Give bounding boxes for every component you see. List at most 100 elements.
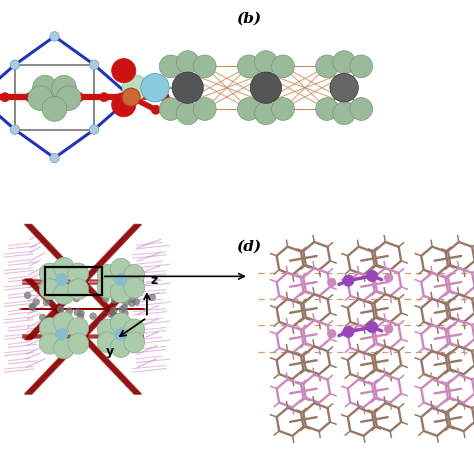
Circle shape	[10, 60, 19, 70]
Circle shape	[122, 88, 140, 106]
Circle shape	[100, 93, 109, 102]
Circle shape	[55, 328, 68, 340]
Circle shape	[124, 277, 145, 298]
Circle shape	[0, 93, 9, 102]
Circle shape	[29, 303, 36, 310]
Circle shape	[90, 60, 99, 70]
Circle shape	[42, 97, 67, 121]
Circle shape	[111, 297, 118, 303]
Circle shape	[160, 93, 169, 102]
Circle shape	[75, 93, 84, 102]
Circle shape	[118, 306, 125, 313]
Circle shape	[151, 105, 160, 114]
Circle shape	[124, 319, 145, 340]
Circle shape	[366, 321, 378, 333]
Text: z: z	[151, 274, 158, 287]
Circle shape	[33, 299, 39, 305]
Circle shape	[151, 80, 160, 89]
Circle shape	[39, 279, 60, 300]
Circle shape	[328, 278, 336, 287]
Circle shape	[54, 312, 74, 333]
Circle shape	[250, 72, 282, 103]
Circle shape	[33, 75, 57, 100]
Circle shape	[39, 263, 60, 284]
Circle shape	[350, 55, 373, 78]
Circle shape	[328, 329, 336, 338]
Circle shape	[193, 98, 216, 120]
Circle shape	[97, 332, 118, 353]
Circle shape	[176, 102, 199, 125]
Circle shape	[54, 257, 74, 278]
Circle shape	[123, 299, 129, 306]
Circle shape	[159, 55, 182, 78]
Circle shape	[121, 304, 128, 311]
Circle shape	[68, 318, 89, 338]
Circle shape	[77, 313, 84, 320]
Circle shape	[90, 313, 96, 319]
Circle shape	[90, 125, 99, 134]
Text: (d): (d)	[236, 239, 262, 254]
Circle shape	[28, 86, 53, 110]
Circle shape	[68, 279, 89, 300]
Circle shape	[330, 73, 358, 102]
Circle shape	[384, 325, 393, 333]
Circle shape	[117, 292, 123, 299]
Circle shape	[272, 98, 294, 120]
Circle shape	[111, 59, 136, 83]
Circle shape	[108, 311, 115, 318]
Circle shape	[122, 310, 128, 317]
Text: y: y	[106, 345, 114, 357]
Circle shape	[10, 125, 19, 134]
Circle shape	[316, 98, 338, 120]
Circle shape	[50, 32, 59, 41]
Circle shape	[115, 328, 127, 340]
Circle shape	[350, 98, 373, 120]
Circle shape	[54, 338, 74, 359]
Circle shape	[68, 333, 89, 354]
Circle shape	[73, 295, 80, 302]
Circle shape	[272, 55, 294, 78]
Circle shape	[57, 306, 64, 312]
Circle shape	[384, 273, 393, 282]
Circle shape	[111, 93, 136, 117]
Circle shape	[119, 296, 126, 303]
Circle shape	[64, 293, 70, 300]
Circle shape	[110, 307, 117, 314]
Circle shape	[255, 51, 277, 73]
Circle shape	[97, 264, 118, 285]
Circle shape	[78, 310, 84, 317]
Circle shape	[110, 337, 131, 357]
Circle shape	[124, 332, 145, 353]
Circle shape	[97, 319, 118, 340]
Circle shape	[97, 277, 118, 298]
Circle shape	[366, 270, 378, 282]
Circle shape	[129, 296, 136, 302]
Circle shape	[110, 313, 131, 334]
Circle shape	[149, 294, 155, 301]
Circle shape	[24, 292, 31, 299]
Circle shape	[333, 102, 356, 125]
Circle shape	[66, 308, 73, 314]
Circle shape	[115, 273, 127, 286]
Circle shape	[343, 275, 354, 286]
Circle shape	[110, 282, 131, 303]
Circle shape	[176, 51, 199, 73]
Circle shape	[39, 314, 46, 321]
Text: (b): (b)	[236, 12, 262, 26]
Circle shape	[52, 75, 76, 100]
Circle shape	[54, 283, 74, 304]
Circle shape	[43, 299, 50, 306]
Circle shape	[255, 102, 277, 125]
Circle shape	[237, 98, 260, 120]
Circle shape	[56, 86, 81, 110]
Bar	[45, 267, 102, 295]
Circle shape	[316, 55, 338, 78]
Circle shape	[343, 326, 354, 337]
Circle shape	[141, 73, 169, 102]
Circle shape	[133, 299, 140, 305]
Circle shape	[50, 153, 59, 163]
Circle shape	[159, 98, 182, 120]
Circle shape	[110, 258, 131, 279]
Circle shape	[25, 93, 34, 102]
Circle shape	[237, 55, 260, 78]
